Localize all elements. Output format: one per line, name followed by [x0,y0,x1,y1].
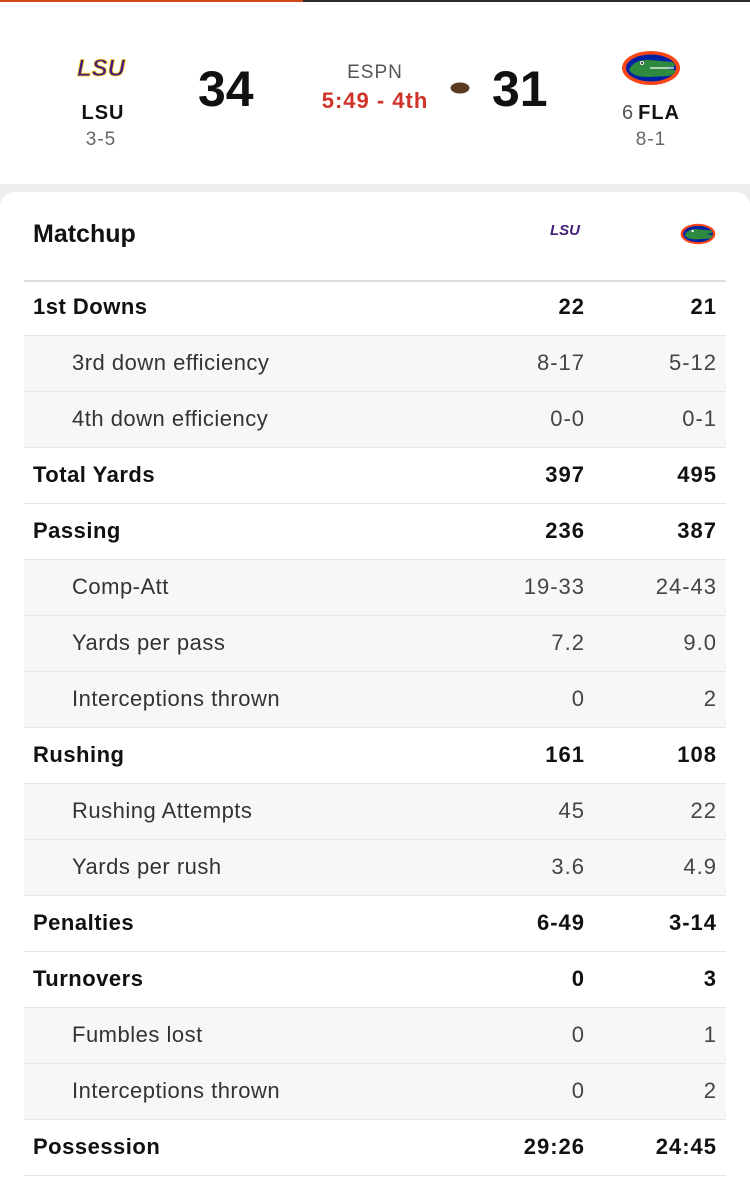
game-clock: 5:49 - 4th [321,88,429,113]
home-stat-value: 2 [703,686,717,711]
away-stat-value: 8-17 [536,350,585,375]
stat-label: 1st Downs [33,294,148,319]
stat-row: Total Yards 397 495 [24,448,726,504]
stat-row: Interceptions thrown 0 2 [24,672,726,728]
away-stat-value: 0 [571,686,585,711]
stat-label: Fumbles lost [72,1022,203,1047]
away-team-record: 3-5 [85,129,117,150]
home-stat-value: 24-43 [655,574,717,599]
matchup-header: Matchup LSU [24,192,726,282]
stat-row: 3rd down efficiency 8-17 5-12 [24,336,726,392]
home-team-abbr: 6 FLA [621,102,680,124]
stat-row: Interceptions thrown 0 2 [24,1064,726,1120]
lsu-logo-small-icon: LSU [545,222,585,243]
home-team[interactable]: 6 FLA 8-1 [586,44,716,151]
stats-table: 1st Downs 22 21 3rd down efficiency 8-17 5-12… [24,280,726,1176]
stat-row: 1st Downs 22 21 [24,280,726,336]
home-stat-value: 9.0 [683,630,717,655]
stat-label: Rushing Attempts [72,798,253,823]
football-icon [450,82,470,94]
away-stat-value: 0-0 [550,406,585,431]
gators-logo-small-icon [679,222,717,251]
home-team-record: 8-1 [635,129,667,150]
stat-label: Comp-Att [72,574,169,599]
home-stat-value: 3 [703,966,717,991]
stat-label: Penalties [33,910,135,935]
away-stat-value: 19-33 [523,574,585,599]
stat-row: Rushing 161 108 [24,728,726,784]
stat-label: 4th down efficiency [72,406,269,431]
home-stat-value: 0-1 [682,406,717,431]
home-team-rank: 6 [621,102,635,124]
home-stat-value: 1 [703,1022,717,1047]
away-stat-value: 397 [545,462,585,487]
broadcast-network: ESPN [347,62,403,83]
stat-label: Total Yards [33,462,156,487]
away-stat-value: 29:26 [523,1134,585,1159]
stat-row: Fumbles lost 0 1 [24,1008,726,1064]
home-stat-value: 2 [703,1078,717,1103]
home-stat-value: 3-14 [668,910,717,935]
stat-row: Rushing Attempts 45 22 [24,784,726,840]
home-stat-value: 495 [677,462,717,487]
stat-row: Penalties 6-49 3-14 [24,896,726,952]
top-progress-bar [0,0,750,2]
stat-label: Passing [33,518,121,543]
away-stat-value: 22 [558,294,585,319]
matchup-title: Matchup [33,220,136,248]
stat-row: Yards per pass 7.2 9.0 [24,616,726,672]
home-stat-value: 4.9 [683,854,717,879]
away-stat-value: 236 [545,518,585,543]
stat-label: Interceptions thrown [72,686,281,711]
stat-label: Rushing [33,742,125,767]
away-stat-value: 0 [571,1022,585,1047]
home-stat-value: 21 [690,294,717,319]
scoreboard-header: LSU LSU 3-5 34 ESPN 5:49 - 4th 31 6 FLA 8… [0,2,750,184]
stat-row: Possession 29:26 24:45 [24,1120,726,1176]
game-status: ESPN 5:49 - 4th [300,62,450,114]
home-stat-value: 108 [677,742,717,767]
stat-label: Interceptions thrown [72,1078,281,1103]
home-stat-value: 387 [677,518,717,543]
stat-row: Passing 236 387 [24,504,726,560]
away-team[interactable]: LSU LSU 3-5 [36,44,166,151]
stat-label: Yards per pass [72,630,226,655]
away-stat-value: 7.2 [551,630,585,655]
gators-logo-icon [586,44,716,92]
stat-label: 3rd down efficiency [72,350,270,375]
stat-row: Yards per rush 3.6 4.9 [24,840,726,896]
away-stat-value: 3.6 [551,854,585,879]
svg-text:LSU: LSU [77,56,126,80]
home-stat-value: 24:45 [655,1134,717,1159]
home-stat-value: 22 [690,798,717,823]
stat-row: Turnovers 0 3 [24,952,726,1008]
home-stat-value: 5-12 [668,350,717,375]
away-stat-value: 45 [558,798,585,823]
away-stat-value: 0 [571,966,585,991]
stat-row: Comp-Att 19-33 24-43 [24,560,726,616]
stat-row: 4th down efficiency 0-0 0-1 [24,392,726,448]
stat-label: Turnovers [33,966,144,991]
home-score: 31 [492,61,548,117]
away-score: 34 [198,61,254,117]
away-stat-value: 161 [545,742,585,767]
svg-text:LSU: LSU [550,222,581,238]
away-team-abbr: LSU [81,102,125,124]
top-progress-accent [0,0,303,2]
matchup-card: Matchup LSU 1st Downs 22 21 3rd down effici… [0,192,750,1192]
lsu-logo-icon: LSU [36,44,166,92]
away-stat-value: 6-49 [536,910,585,935]
away-stat-value: 0 [571,1078,585,1103]
stat-label: Possession [33,1134,161,1159]
stat-label: Yards per rush [72,854,222,879]
